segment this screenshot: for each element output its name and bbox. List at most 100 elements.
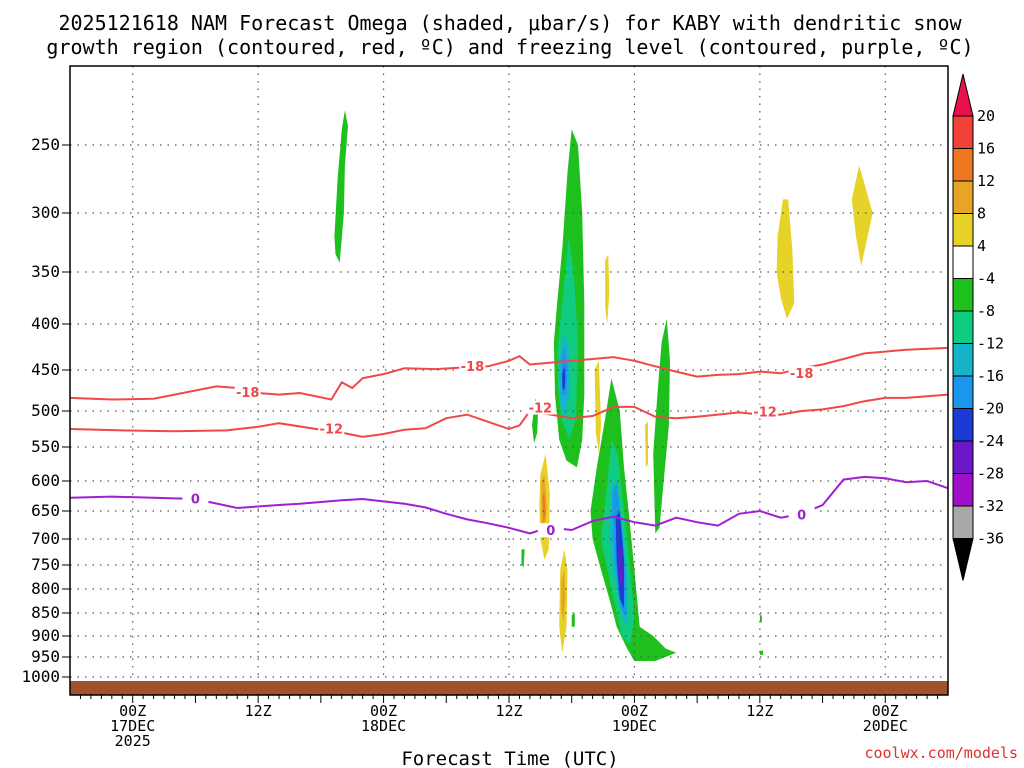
- y-tick-label: 850: [31, 603, 60, 622]
- omega-area-yellow-upper-right-1: [776, 199, 795, 319]
- y-tick-label: 450: [31, 360, 60, 379]
- colorbar-segment: [952, 245, 974, 279]
- terrain-band: [70, 681, 948, 695]
- x-tick-label: 00Z: [621, 702, 648, 720]
- colorbar-label: -8: [977, 302, 995, 320]
- contour-label: -18: [236, 386, 260, 401]
- x-tick-label: 20DEC: [863, 717, 908, 735]
- temperature-contours: -18 -18 -18 -12 -12 -12 0 0 0: [69, 346, 949, 539]
- x-tick-label: 17DEC: [110, 717, 155, 735]
- colorbar-segment: [952, 115, 974, 149]
- omega-area-yellow-upper-right-2: [851, 165, 873, 267]
- colorbar-label: -24: [977, 432, 1004, 450]
- contour-label: 0: [546, 524, 555, 539]
- colorbar-segment: [952, 213, 974, 247]
- contour-label-bg: [527, 400, 554, 415]
- omega-area-dark-blue-core-upper: [562, 365, 566, 391]
- y-tick-label: 550: [31, 437, 60, 456]
- colorbar-segment: [952, 375, 974, 409]
- y-tick-label: 500: [31, 401, 60, 420]
- colorbar-segment: [952, 310, 974, 344]
- colorbar-segment: [952, 343, 974, 377]
- y-tick-label: 800: [31, 579, 60, 598]
- y-tick-label: 900: [31, 626, 60, 645]
- contour-label: -18: [461, 360, 485, 375]
- y-axis-ticks: 250 300 350 400 450 500 550 600 650 700 750 800 850 9…: [21, 135, 70, 686]
- omega-area-red-core-a: [542, 493, 546, 523]
- colorbar-label: -32: [977, 497, 1004, 515]
- omega-area-green-speck-2: [571, 613, 575, 627]
- contour-label: -12: [529, 402, 553, 417]
- chart-title-line-2: growth region (contoured, red, ºC) and f…: [46, 35, 973, 59]
- x-tick-label: 12Z: [245, 702, 272, 720]
- colorbar-label: -4: [977, 270, 995, 288]
- colorbar-label: 4: [977, 237, 986, 255]
- omega-area-yellow-plume-c: [605, 254, 610, 324]
- contour-label: -18: [790, 367, 814, 382]
- omega-area-green-far-right: [653, 318, 670, 534]
- colorbar-label: -20: [977, 400, 1004, 418]
- y-tick-label: 750: [31, 555, 60, 574]
- contour-label-bg: [318, 421, 345, 436]
- contour-line-1: [69, 393, 949, 438]
- x-tick-label: 12Z: [746, 702, 773, 720]
- colorbar-label: 12: [977, 172, 995, 190]
- contour-label: 0: [191, 493, 200, 508]
- omega-area-orange-core-b: [561, 569, 566, 623]
- x-tick-label: 00Z: [370, 702, 397, 720]
- y-tick-label: 650: [31, 501, 60, 520]
- y-tick-label: 600: [31, 471, 60, 490]
- colorbar-label: -16: [977, 367, 1004, 385]
- colorbar-label: -12: [977, 335, 1004, 353]
- chart-title-line-1: 2025121618 NAM Forecast Omega (shaded, μ…: [58, 11, 962, 35]
- colorbar-bottom-arrow: [952, 538, 974, 581]
- plot-frame: [69, 65, 949, 696]
- contour-label-bg: [537, 523, 564, 538]
- y-tick-label: 300: [31, 203, 60, 222]
- colorbar-segment: [952, 473, 974, 507]
- x-tick-label: 00Z: [872, 702, 899, 720]
- y-tick-label: 700: [31, 529, 60, 548]
- x-tick-label: 19DEC: [612, 717, 657, 735]
- y-tick-label: 250: [31, 135, 60, 154]
- contour-label-bg: [752, 404, 779, 419]
- contour-label-bg: [182, 491, 209, 506]
- grid-lines: [70, 66, 948, 695]
- omega-area-yellow-plume-d: [594, 360, 601, 454]
- contour-label-bg: [788, 366, 815, 381]
- contour-label: -12: [753, 405, 777, 420]
- colorbar-label: -36: [977, 530, 1004, 548]
- omega-shading: [334, 110, 873, 661]
- omega-area-yellow-plume-e: [644, 421, 648, 468]
- colorbar-segment: [952, 180, 974, 214]
- omega-area-green-speck-4: [759, 650, 763, 655]
- colorbar-label: 20: [977, 107, 995, 125]
- colorbar-label: 8: [977, 205, 986, 223]
- colorbar: 20 16 12 8 4 -4 -8 -12 -16 -20 -24 -28 -32 -36: [952, 73, 1004, 581]
- omega-area-green-column-day1: [334, 110, 348, 263]
- colorbar-segment: [952, 278, 974, 312]
- x-axis-label: Forecast Time (UTC): [401, 748, 618, 768]
- omega-area-purple-core: [618, 544, 623, 589]
- contour-label-bg: [234, 384, 261, 399]
- credit-text: coolwx.com/models: [864, 744, 1018, 762]
- omega-area-green-speck-1: [521, 549, 525, 568]
- contour-label-bg: [788, 507, 815, 522]
- colorbar-label: -28: [977, 465, 1004, 483]
- colorbar-segment: [952, 148, 974, 182]
- colorbar-segment: [952, 408, 974, 442]
- colorbar-segment: [952, 505, 974, 539]
- colorbar-segment: [952, 440, 974, 474]
- y-tick-label: 400: [31, 314, 60, 333]
- contour-label: -12: [320, 423, 344, 438]
- colorbar-label: 16: [977, 140, 995, 158]
- y-tick-label: 350: [31, 262, 60, 281]
- y-tick-label: 950: [31, 647, 60, 666]
- omega-area-green-speck-3: [759, 615, 762, 623]
- x-tick-label: 18DEC: [361, 717, 406, 735]
- plot-area: -18 -18 -18 -12 -12 -12 0 0 0: [69, 65, 949, 696]
- x-tick-label: 00Z: [119, 702, 146, 720]
- contour-label: 0: [797, 508, 806, 523]
